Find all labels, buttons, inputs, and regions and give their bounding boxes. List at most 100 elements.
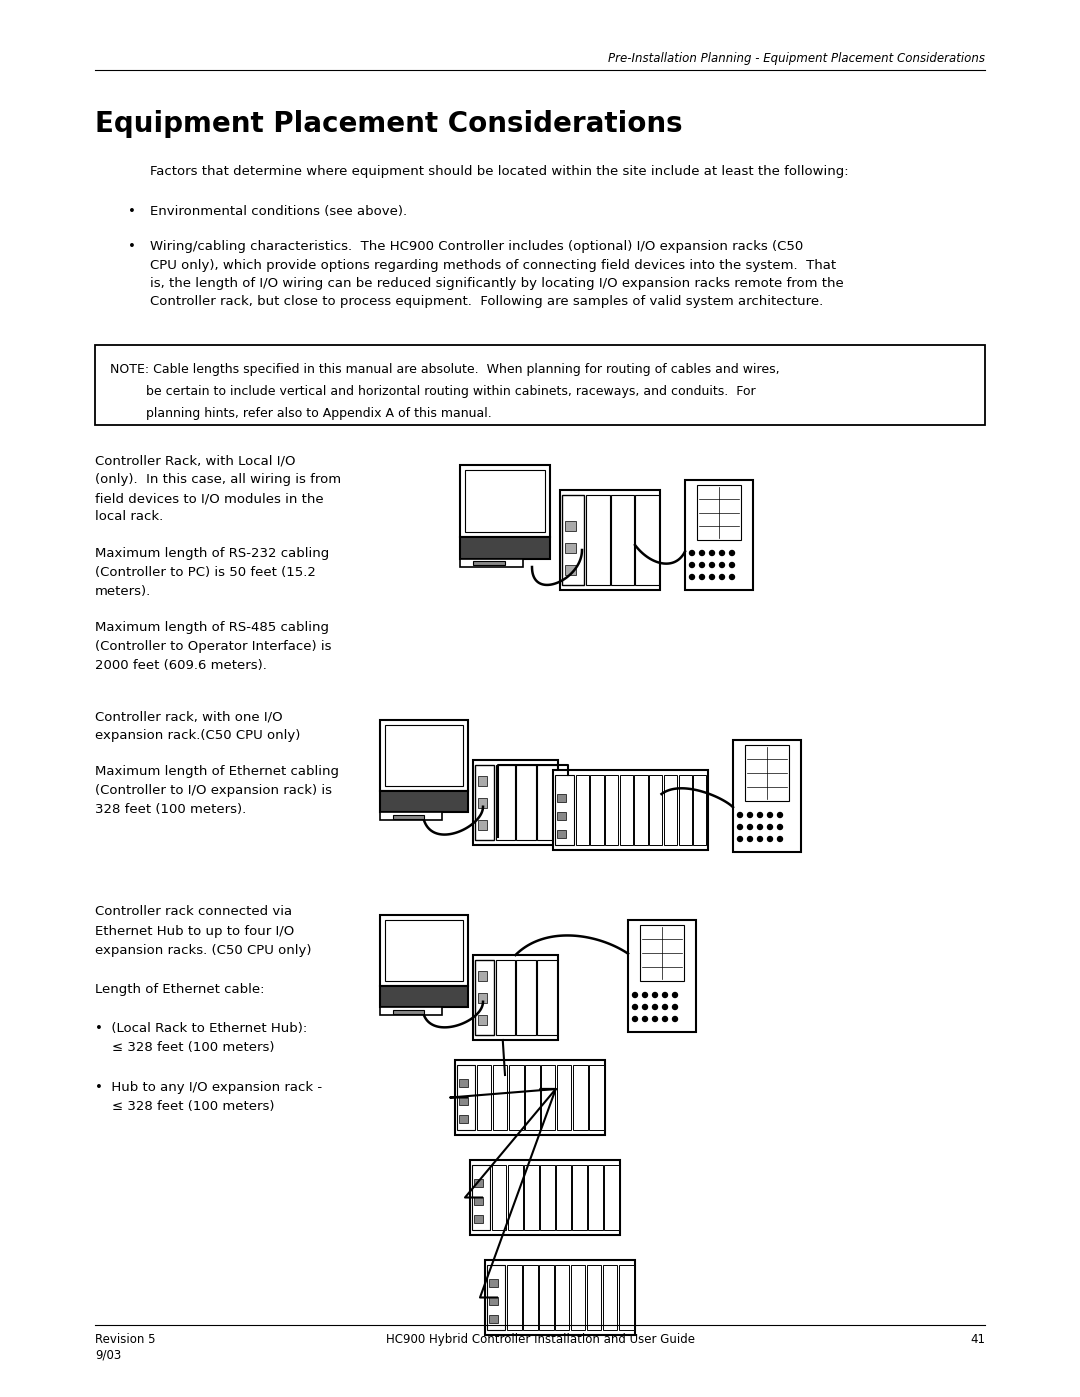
Bar: [474, 1179, 483, 1187]
Bar: [478, 971, 487, 981]
Bar: [509, 1065, 524, 1130]
Bar: [745, 745, 789, 800]
Bar: [473, 956, 558, 1039]
Text: Ethernet Hub to up to four I/O: Ethernet Hub to up to four I/O: [95, 925, 294, 937]
Bar: [489, 1104, 498, 1113]
Text: •  Hub to any I/O expansion rack -: • Hub to any I/O expansion rack -: [95, 1080, 322, 1094]
Bar: [475, 766, 494, 840]
Bar: [557, 1065, 571, 1130]
Bar: [639, 925, 684, 981]
Bar: [537, 960, 557, 1035]
Bar: [561, 490, 660, 590]
Bar: [572, 1165, 586, 1229]
Bar: [489, 1315, 498, 1323]
Circle shape: [652, 992, 658, 997]
Bar: [537, 766, 557, 840]
Circle shape: [768, 813, 772, 817]
Text: Maximum length of RS-232 cabling: Maximum length of RS-232 cabling: [95, 548, 329, 560]
Circle shape: [652, 1004, 658, 1010]
Circle shape: [757, 813, 762, 817]
Bar: [380, 791, 468, 812]
Bar: [697, 485, 741, 541]
Bar: [604, 1165, 619, 1229]
Bar: [610, 495, 634, 585]
Bar: [474, 1197, 483, 1206]
Circle shape: [662, 1004, 667, 1010]
Circle shape: [673, 1017, 677, 1021]
Circle shape: [757, 824, 762, 830]
Circle shape: [633, 992, 637, 997]
Circle shape: [700, 574, 704, 580]
Bar: [487, 1266, 505, 1330]
Circle shape: [710, 550, 715, 556]
Bar: [555, 1266, 569, 1330]
Bar: [540, 1165, 554, 1229]
Text: Equipment Placement Considerations: Equipment Placement Considerations: [95, 110, 683, 138]
Bar: [603, 1266, 618, 1330]
Bar: [557, 812, 566, 820]
Bar: [459, 1078, 468, 1087]
Circle shape: [643, 1004, 648, 1010]
Text: ≤ 328 feet (100 meters): ≤ 328 feet (100 meters): [95, 1099, 274, 1113]
Text: •  (Local Rack to Ethernet Hub):: • (Local Rack to Ethernet Hub):: [95, 1023, 307, 1035]
Text: expansion racks. (C50 CPU only): expansion racks. (C50 CPU only): [95, 944, 311, 957]
Text: local rack.: local rack.: [95, 510, 163, 524]
Bar: [557, 830, 566, 838]
Bar: [95, 345, 985, 425]
Bar: [489, 1296, 498, 1305]
Bar: [573, 1065, 588, 1130]
Text: 2000 feet (609.6 meters).: 2000 feet (609.6 meters).: [95, 658, 267, 672]
Bar: [473, 562, 505, 566]
Circle shape: [757, 837, 762, 841]
Text: •: •: [129, 205, 136, 218]
Circle shape: [710, 574, 715, 580]
Text: Wiring/cabling characteristics.  The HC900 Controller includes (optional) I/O ex: Wiring/cabling characteristics. The HC90…: [150, 240, 804, 253]
Circle shape: [747, 813, 753, 817]
Circle shape: [652, 1017, 658, 1021]
Text: Maximum length of RS-485 cabling: Maximum length of RS-485 cabling: [95, 622, 329, 634]
Bar: [478, 798, 487, 807]
Bar: [496, 960, 515, 1035]
Bar: [591, 775, 604, 845]
Text: (Controller to Operator Interface) is: (Controller to Operator Interface) is: [95, 640, 332, 652]
Bar: [472, 1165, 490, 1229]
Text: be certain to include vertical and horizontal routing within cabinets, raceways,: be certain to include vertical and horiz…: [110, 386, 756, 398]
Bar: [588, 1266, 602, 1330]
Bar: [586, 495, 610, 585]
Bar: [478, 993, 487, 1003]
Bar: [693, 775, 706, 845]
Bar: [380, 719, 468, 791]
Bar: [460, 559, 523, 567]
Text: CPU only), which provide options regarding methods of connecting field devices i: CPU only), which provide options regardi…: [150, 258, 836, 271]
Circle shape: [778, 824, 783, 830]
Circle shape: [633, 1004, 637, 1010]
Text: (only).  In this case, all wiring is from: (only). In this case, all wiring is from: [95, 474, 341, 486]
Circle shape: [662, 992, 667, 997]
Bar: [571, 1266, 585, 1330]
Bar: [380, 915, 468, 986]
Circle shape: [689, 550, 694, 556]
Text: Factors that determine where equipment should be located within the site include: Factors that determine where equipment s…: [150, 165, 849, 177]
Text: (Controller to I/O expansion rack) is: (Controller to I/O expansion rack) is: [95, 784, 332, 798]
Bar: [565, 543, 576, 553]
Bar: [384, 725, 463, 785]
Bar: [620, 775, 633, 845]
Bar: [485, 1260, 635, 1336]
Text: Controller rack connected via: Controller rack connected via: [95, 905, 292, 918]
Text: Length of Ethernet cable:: Length of Ethernet cable:: [95, 983, 265, 996]
Bar: [553, 770, 708, 849]
Bar: [588, 1165, 603, 1229]
Circle shape: [689, 563, 694, 567]
Bar: [465, 469, 545, 532]
Circle shape: [719, 550, 725, 556]
Bar: [627, 921, 696, 1032]
Bar: [460, 536, 550, 559]
Bar: [475, 960, 494, 1035]
Bar: [589, 1065, 604, 1130]
Text: Maximum length of Ethernet cabling: Maximum length of Ethernet cabling: [95, 766, 339, 778]
Bar: [380, 812, 442, 820]
Bar: [576, 775, 589, 845]
Text: Pre-Installation Planning - Equipment Placement Considerations: Pre-Installation Planning - Equipment Pl…: [608, 52, 985, 66]
Bar: [393, 814, 424, 819]
Bar: [507, 1266, 522, 1330]
